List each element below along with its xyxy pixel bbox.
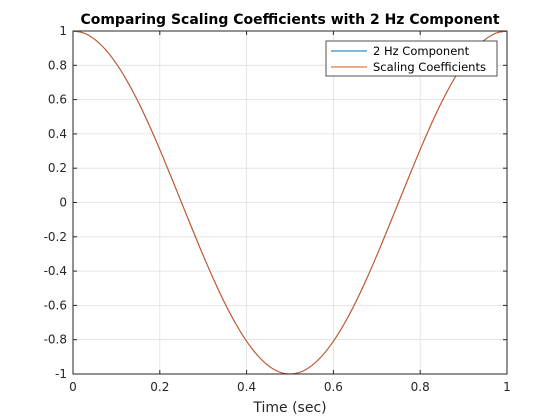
- y-tick-label: 0.2: [48, 161, 67, 175]
- y-tick-label: 0: [59, 196, 67, 210]
- x-axis-label: Time (sec): [252, 400, 326, 416]
- y-tick-label: -0.2: [44, 230, 67, 244]
- x-tick-label: 1: [503, 380, 511, 394]
- y-tick-label: -0.6: [44, 298, 67, 312]
- y-tick-label: 0.8: [48, 58, 67, 72]
- x-tick-label: 0.8: [411, 380, 430, 394]
- chart-title: Comparing Scaling Coefficients with 2 Hz…: [80, 12, 499, 28]
- y-tick-label: -0.4: [44, 264, 67, 278]
- y-tick-label: 1: [59, 24, 67, 38]
- y-tick-label: -0.8: [44, 333, 67, 347]
- x-tick-label: 0: [69, 380, 77, 394]
- y-tick-label: 0.4: [48, 127, 67, 141]
- y-tick-label: 0.6: [48, 93, 67, 107]
- tick-layer: 0 0.2 0.4 0.6 0.8 1 -1 -0.8 -0.6 -0.4 -0.2 0 0.2 0.4 0…: [44, 24, 511, 394]
- x-tick-label: 0.4: [237, 380, 256, 394]
- legend-label-2hz-component: 2 Hz Component: [373, 44, 470, 58]
- y-tick-label: -1: [55, 367, 67, 381]
- legend-box: [325, 40, 498, 77]
- legend[interactable]: 2 Hz Component Scaling Coefficients: [325, 40, 498, 77]
- legend-label-scaling-coefficients: Scaling Coefficients: [373, 60, 486, 74]
- x-tick-label: 0.6: [324, 380, 343, 394]
- x-tick-label: 0.2: [150, 380, 169, 394]
